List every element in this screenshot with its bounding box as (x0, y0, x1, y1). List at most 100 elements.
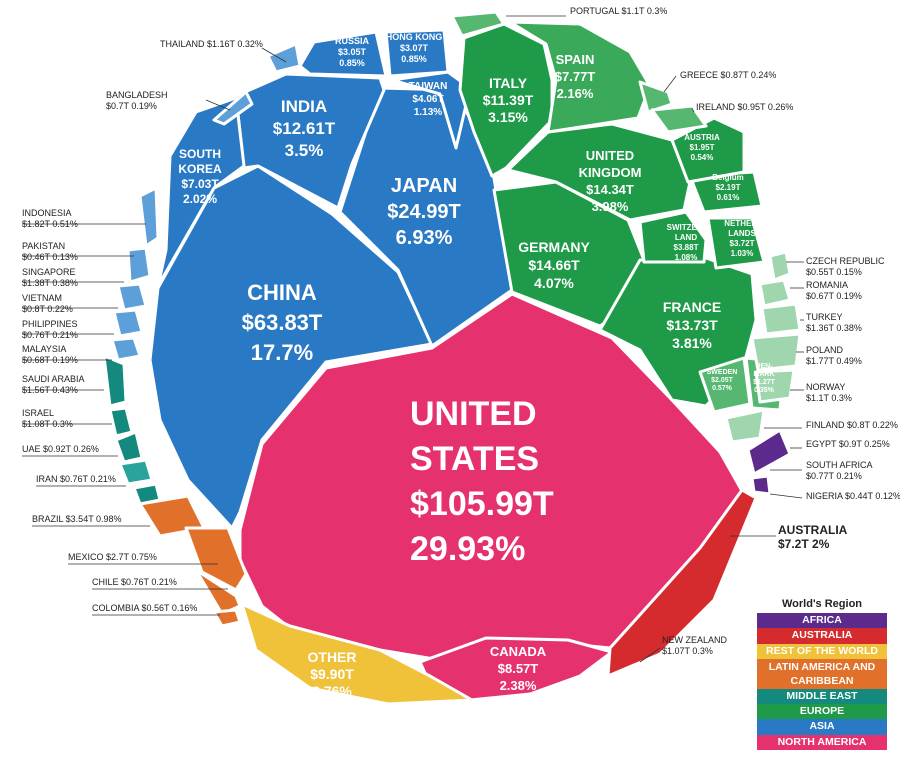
cell-austria (670, 116, 746, 184)
label-uk-line-2: KINGDOM (579, 165, 642, 180)
label-japan-line-1: JAPAN (391, 175, 457, 197)
callout-saudi-line-1: SAUDI ARABIA (22, 374, 85, 384)
chart-labels: UNITED STATES $105.99T 29.93% CHINA $63.83T 17… (22, 6, 900, 699)
label-canada-line-1: CANADA (490, 644, 547, 659)
callout-poland-line-2: $1.77T 0.49% (806, 356, 862, 366)
callout-israel-line-1: ISRAEL (22, 408, 54, 418)
callout-lines (22, 15, 804, 663)
cell-eu-light-5 (754, 368, 796, 404)
label-uk-line-3: $14.34T (586, 182, 634, 197)
label-sweden-line-3: 0.57% (712, 385, 733, 392)
callout-romania-line-1: ROMANIA (806, 280, 848, 290)
callout-indonesia-line-2: $1.82T 0.51% (22, 219, 78, 229)
cell-asia-small-2 (212, 90, 254, 126)
cell-india (234, 72, 386, 210)
label-germany-line-3: 4.07% (534, 275, 574, 291)
cell-ireland (650, 104, 708, 134)
cell-italy (458, 22, 554, 178)
callout-poland-line-1: POLAND (806, 345, 844, 355)
callout-bangladesh-line-2: $0.7T 0.19% (106, 101, 157, 111)
chart-cells (102, 10, 802, 706)
callout-philippines-line-2: $0.76T 0.21% (22, 330, 78, 340)
cell-africa-1 (746, 428, 792, 476)
label-switzerland-line-2: LAND (675, 233, 697, 242)
label-sweden-line-2: $2.05T (711, 377, 734, 384)
label-denmark-line-2: MARK (754, 371, 775, 378)
callout-ireland-line-1: IRELAND $0.95T 0.26% (696, 102, 793, 112)
label-korea-line-1: SOUTH (179, 147, 221, 161)
callout-newzealand-line-2: $1.07T 0.3% (662, 646, 713, 656)
callout-singapore-line-2: $1.38T 0.38% (22, 278, 78, 288)
label-germany-line-1: GERMANY (518, 239, 590, 255)
label-other-line-1: OTHER (308, 649, 357, 665)
label-austria-line-1: AUSTRIA (684, 133, 720, 142)
cell-netherlands (706, 216, 766, 270)
cell-latam-3 (194, 568, 242, 616)
label-switzerland-line-3: $3.88T (674, 243, 699, 252)
callout-czech-line-1: CZECH REPUBLIC (806, 256, 885, 266)
label-china-line-3: 17.7% (251, 340, 313, 365)
label-austria-line-2: $1.95T (690, 143, 715, 152)
cell-china (148, 164, 434, 530)
callout-newzealand-line-1: NEW ZEALAND (662, 635, 728, 645)
label-denmark-line-3: $1.27T (753, 379, 776, 386)
label-korea-line-2: KOREA (178, 162, 222, 176)
legend-title: World's Region (781, 598, 863, 610)
label-germany-line-2: $14.66T (528, 257, 580, 273)
label-spain-line-3: 2.16% (557, 86, 594, 101)
label-spain-line-2: $7.77T (555, 69, 596, 84)
cell-korea (156, 96, 246, 288)
label-china-line-1: CHINA (247, 280, 317, 305)
label-russia-line-2: $3.05T (338, 47, 367, 57)
cell-japan (338, 86, 514, 348)
label-india-line-3: 3.5% (285, 141, 324, 160)
cell-eu-light-3 (760, 302, 802, 336)
cell-asia-small-5 (116, 282, 148, 312)
label-spain-line-1: SPAIN (556, 52, 595, 67)
cell-russia (298, 30, 388, 78)
label-canada-line-2: $8.57T (498, 661, 539, 676)
legend: World's Region AFRICA AUSTRALIA REST OF TH… (757, 598, 887, 751)
label-hongkong-line-2: $3.07T (400, 43, 429, 53)
legend-item-north-america: NORTH AMERICA (757, 734, 887, 751)
callout-line-ireland (691, 107, 695, 113)
label-china-line-2: $63.83T (242, 310, 323, 335)
callout-southafrica-line-2: $0.77T 0.21% (806, 471, 862, 481)
callout-line-bangladesh (205, 99, 231, 111)
legend-item-australia: AUSTRALIA (757, 628, 887, 644)
callout-israel-line-2: $1.08T 0.3% (22, 419, 73, 429)
label-uk-line-1: UNITED (586, 148, 634, 163)
callout-czech-line-2: $0.55T 0.15% (806, 267, 862, 277)
label-us-line-4: 29.93% (410, 530, 525, 568)
label-france-line-2: $13.73T (666, 317, 718, 333)
label-switzerland-line-4: 1.08% (675, 253, 698, 262)
legend-item-latin-america-and-caribbean: LATIN AMERICA AND CARIBBEAN (757, 658, 887, 689)
callout-mexico-line-1: MEXICO $2.7T 0.75% (68, 552, 157, 562)
cell-latam-2 (184, 526, 248, 592)
label-sweden-line-1: SWEDEN (707, 369, 738, 376)
legend-item-asia: ASIA (757, 719, 887, 735)
label-belgium-line-3: 0.61% (717, 193, 740, 202)
callout-malaysia-line-1: MALAYSIA (22, 344, 66, 354)
label-hongkong-line-1: HONG KONG (386, 32, 443, 42)
callout-line-thailand (261, 47, 287, 63)
callout-norway-line-2: $1.1T 0.3% (806, 393, 852, 403)
callout-indonesia-line-1: INDONESIA (22, 208, 72, 218)
label-belgium-line-1: Belgium (712, 173, 744, 182)
cell-hongkong (384, 28, 450, 78)
label-netherlands-line-3: $3.72T (730, 239, 755, 248)
callout-egypt-line-1: EGYPT $0.9T 0.25% (806, 439, 890, 449)
label-denmark-line-4: 0.35% (754, 387, 775, 394)
cell-switzerland (638, 210, 708, 264)
callout-line-newzealand (639, 647, 661, 663)
label-uk-line-4: 3.98% (592, 199, 629, 214)
label-korea-line-3: $7.03T (181, 177, 219, 191)
cell-asia-small-1 (266, 42, 302, 74)
cell-eu-light-6 (724, 408, 766, 444)
cell-me-2 (108, 406, 134, 438)
legend-item-middle-east: MIDDLE EAST (757, 688, 887, 705)
callout-colombia-line-1: COLOMBIA $0.56T 0.16% (92, 603, 197, 613)
cell-eu-light-4 (750, 332, 802, 372)
callout-vietnam-line-2: $0.8T 0.22% (22, 304, 73, 314)
